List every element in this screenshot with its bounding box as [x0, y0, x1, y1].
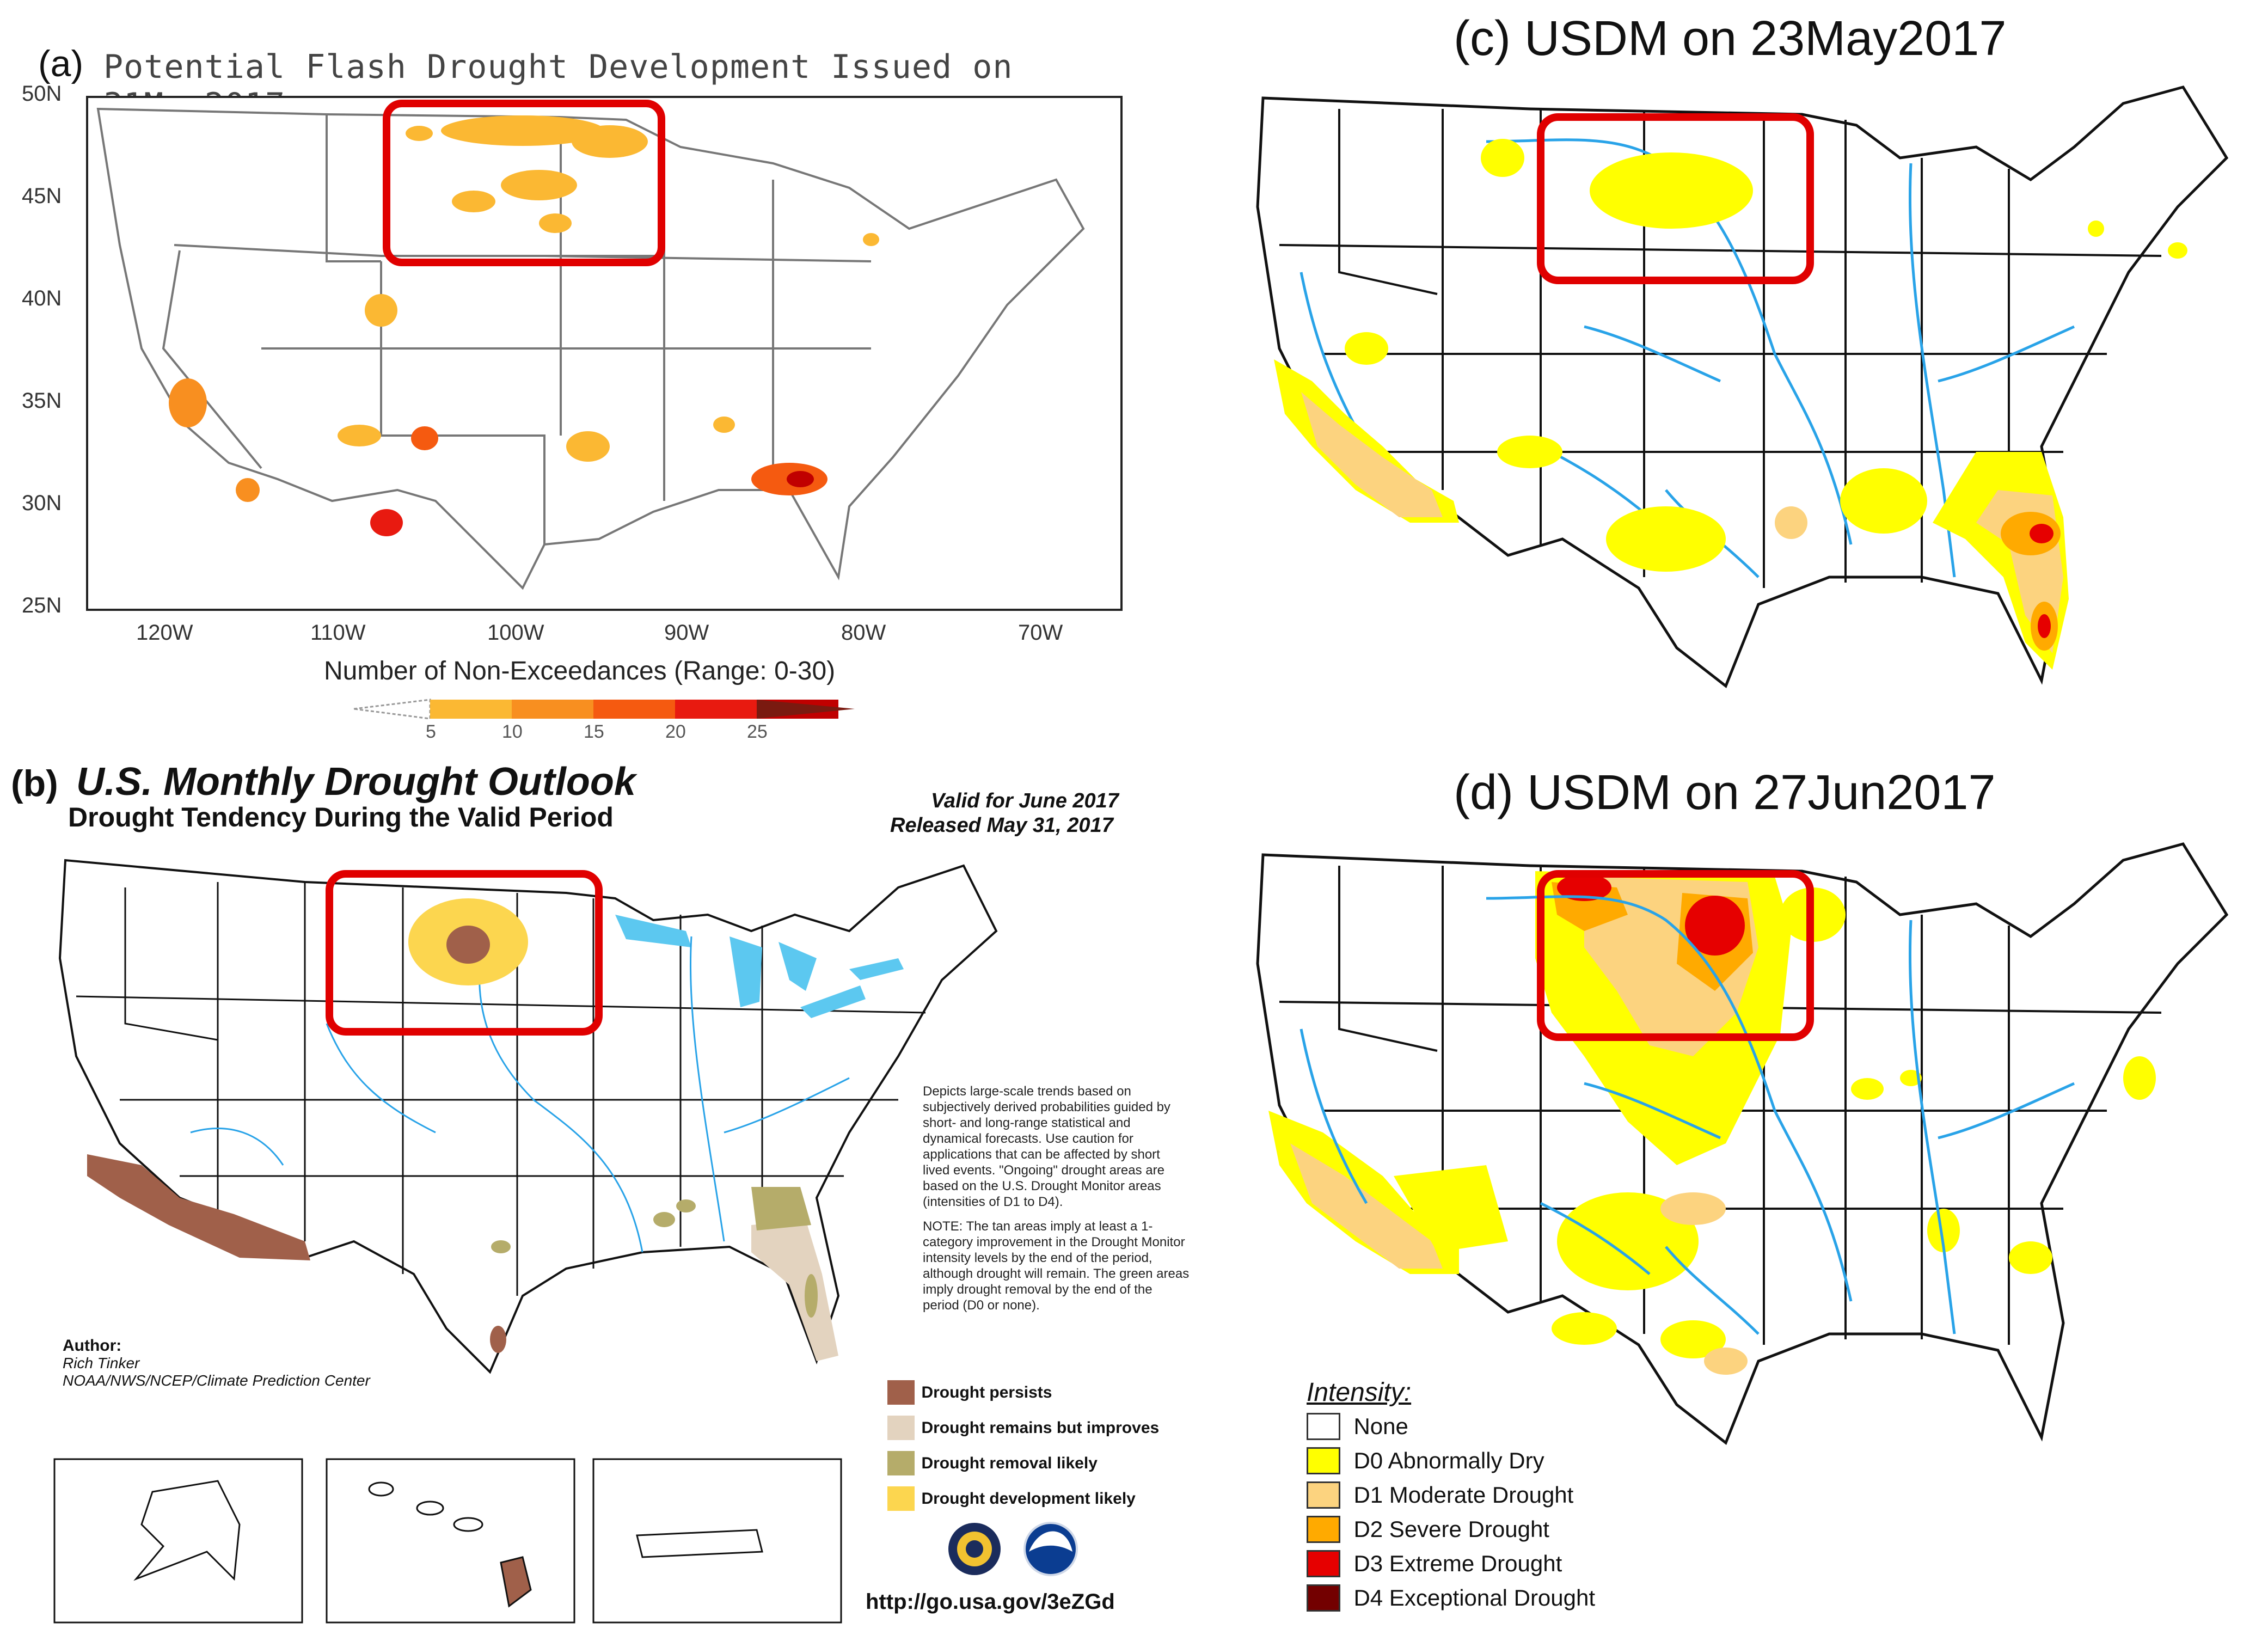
- usdm-legend-title: Intensity:: [1307, 1378, 1412, 1407]
- panel-b-title: U.S. Monthly Drought Outlook: [76, 760, 636, 804]
- panel-d-usdm-jun: (d) USDM on 27Jun2017: [1203, 751, 2268, 1633]
- legend-swatch: [1307, 1584, 1340, 1612]
- legend-swatch: [1307, 1447, 1340, 1474]
- noaa-logo-icon: [1023, 1522, 1078, 1576]
- panel-b-url[interactable]: http://go.usa.gov/3eZGd: [866, 1590, 1115, 1614]
- panel-b-valid: Valid for June 2017: [931, 789, 1119, 812]
- panel-b-removal-area-ga: [751, 1187, 811, 1230]
- legend-swatch: [887, 1486, 915, 1511]
- panel-c-highlight-box: [1537, 113, 1814, 284]
- panel-b-persist-area-sw: [87, 1154, 310, 1260]
- panel-b-letter: (b): [11, 763, 58, 804]
- panel-d-rivers: [1299, 895, 2075, 1335]
- legend-item: Drought removal likely: [887, 1451, 1098, 1475]
- legend-swatch: [887, 1416, 915, 1440]
- panel-a-flash-drought: (a) Potential Flash Drought Development …: [0, 0, 1143, 742]
- panel-b-released: Released May 31, 2017: [890, 814, 1113, 837]
- panel-c-drought-areas: [1274, 139, 2187, 670]
- panel-d-title: (d) USDM on 27Jun2017: [1454, 766, 1996, 820]
- panel-b-description: Depicts large-scale trends based on subj…: [923, 1084, 1190, 1313]
- legend-swatch: [887, 1451, 915, 1475]
- panel-b-persist-area-tx: [490, 1326, 506, 1353]
- panel-b-author-name: Rich Tinker: [63, 1355, 140, 1371]
- panel-c-title: (c) USDM on 23May2017: [1454, 11, 2007, 66]
- legend-swatch: [1307, 1516, 1340, 1543]
- panel-b-highlight-box: [326, 870, 603, 1036]
- panel-d-highlight-box: [1537, 870, 1814, 1041]
- panel-a-colorbar: [353, 699, 855, 720]
- legend-item: Drought remains but improves: [887, 1416, 1159, 1440]
- panel-a-highlight-box: [383, 100, 665, 266]
- panel-c-map: [1256, 85, 2229, 689]
- inset-hawaii: [326, 1458, 575, 1624]
- legend-item: D3 Extreme Drought: [1307, 1550, 1595, 1584]
- panel-c-usdm-may: (c) USDM on 23May2017: [1203, 0, 2268, 751]
- legend-item: Drought persists: [887, 1380, 1052, 1405]
- panel-a-state-lines: [96, 107, 1085, 590]
- legend-swatch: [1307, 1550, 1340, 1577]
- panel-c-rivers: [1299, 138, 2075, 578]
- legend-item: D1 Moderate Drought: [1307, 1481, 1595, 1516]
- panel-b-author-label: Author:: [63, 1337, 122, 1355]
- panel-b-persist-area-nd: [446, 926, 490, 964]
- panel-a-title: Potential Flash Drought Development Issu…: [103, 48, 1013, 124]
- panel-b-drought-outlook: (b) U.S. Monthly Drought Outlook Drought…: [0, 751, 1190, 1633]
- panel-a-map: [86, 96, 1123, 611]
- panel-b-subtitle: Drought Tendency During the Valid Period: [68, 802, 614, 832]
- legend-swatch: [1307, 1413, 1340, 1440]
- legend-swatch: [887, 1380, 915, 1405]
- legend-swatch: [1307, 1481, 1340, 1509]
- panel-b-improves-area-fl: [751, 1220, 838, 1361]
- usdm-legend: Intensity: None D0 Abnormally Dry D1 Mod…: [1307, 1377, 1595, 1619]
- panel-a-drought-areas: [169, 115, 879, 536]
- doc-logo-icon: [948, 1523, 1001, 1575]
- legend-item: Drought development likely: [887, 1486, 1136, 1511]
- panel-a-letter: (a): [38, 43, 84, 84]
- panel-b-great-lakes: [615, 915, 904, 1018]
- panel-a-colorbar-title: Number of Non-Exceedances (Range: 0-30): [324, 657, 836, 685]
- panel-b-author-org: NOAA/NWS/NCEP/Climate Prediction Center: [63, 1372, 370, 1389]
- panel-b-map: [53, 859, 998, 1624]
- legend-item: D2 Severe Drought: [1307, 1516, 1595, 1550]
- panel-d-map: [1256, 842, 2229, 1446]
- legend-item: D4 Exceptional Drought: [1307, 1584, 1595, 1619]
- legend-item: None: [1307, 1413, 1595, 1447]
- legend-item: D0 Abnormally Dry: [1307, 1447, 1595, 1481]
